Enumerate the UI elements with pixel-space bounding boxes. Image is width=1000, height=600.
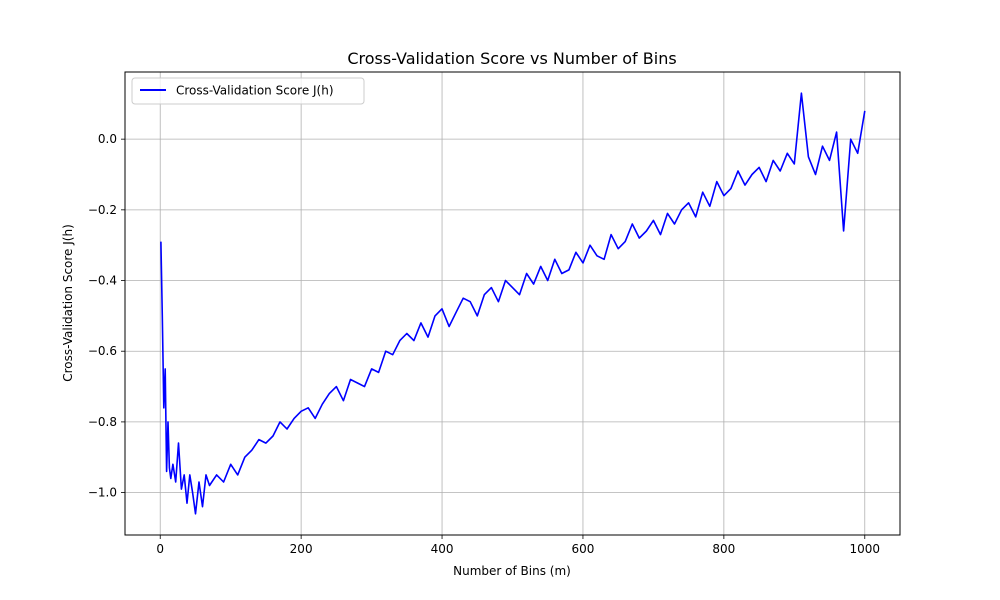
x-axis-title: Number of Bins (m) xyxy=(453,564,571,578)
y-tick-label: −0.6 xyxy=(88,344,117,358)
y-axis-title: Cross-Validation Score J(h) xyxy=(61,224,75,382)
x-tick-label: 0 xyxy=(156,542,164,556)
tick-layer: 0 200 400 600 800 1000 −1.0 −0.8 −0.6 −0.4 −0.2 0.0 xyxy=(88,132,880,556)
grid-lines xyxy=(125,72,900,535)
x-tick-label: 200 xyxy=(290,542,313,556)
x-tick-label: 800 xyxy=(712,542,735,556)
legend-box xyxy=(131,77,365,105)
x-tick-label: 400 xyxy=(431,542,454,556)
y-tick-label: 0.0 xyxy=(98,132,117,146)
series-line-cv-score xyxy=(160,92,866,515)
chart-title: Cross-Validation Score vs Number of Bins xyxy=(347,49,676,68)
legend: Cross-Validation Score J(h) xyxy=(131,77,365,105)
plot-frame xyxy=(124,71,901,536)
y-tick-label: −1.0 xyxy=(88,486,117,500)
x-tick-label: 1000 xyxy=(849,542,880,556)
y-tick-label: −0.8 xyxy=(88,415,117,429)
series-layer xyxy=(160,92,866,515)
x-tick-label: 600 xyxy=(572,542,595,556)
y-tick-label: −0.2 xyxy=(88,203,117,217)
y-tick-label: −0.4 xyxy=(88,274,117,288)
legend-label: Cross-Validation Score J(h) xyxy=(176,84,334,98)
